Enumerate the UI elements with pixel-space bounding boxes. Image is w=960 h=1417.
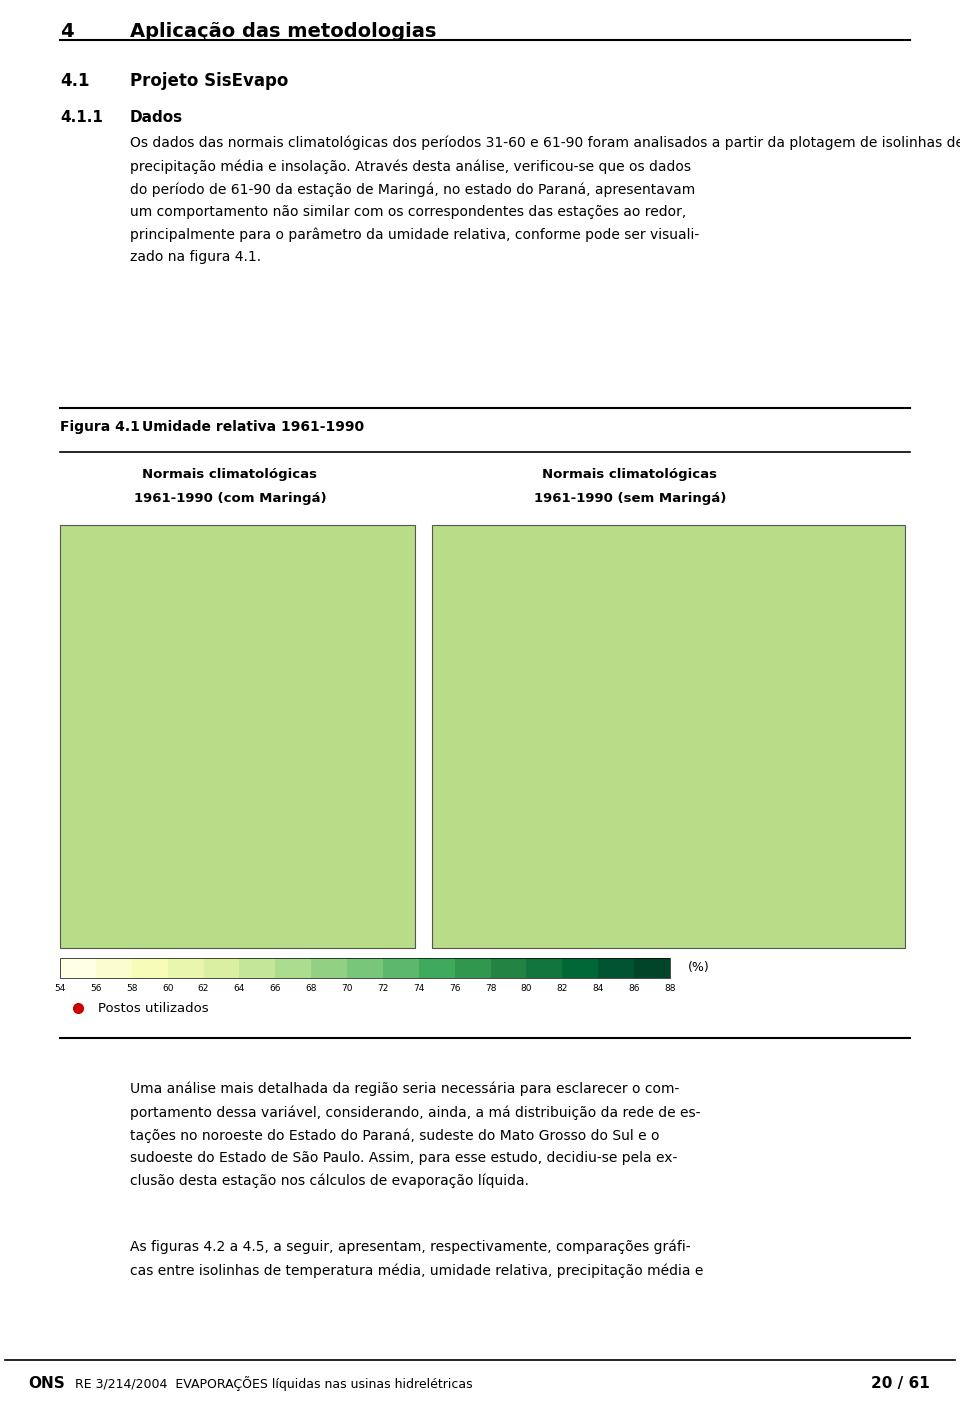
Text: 76: 76 [449, 983, 461, 993]
Text: 20 / 61: 20 / 61 [872, 1376, 930, 1391]
Text: 66: 66 [270, 983, 281, 993]
Bar [526, 958, 563, 978]
Text: 1961-1990 (sem Maringá): 1961-1990 (sem Maringá) [534, 492, 726, 504]
Text: 82: 82 [557, 983, 568, 993]
Text: 1961-1990 (com Maringá): 1961-1990 (com Maringá) [133, 492, 326, 504]
Text: 62: 62 [198, 983, 209, 993]
Text: 78: 78 [485, 983, 496, 993]
Bar [563, 958, 598, 978]
Text: Normais climatológicas: Normais climatológicas [142, 468, 318, 480]
Text: ONS: ONS [28, 1376, 64, 1391]
Text: 74: 74 [413, 983, 424, 993]
Text: 4.1: 4.1 [60, 72, 89, 91]
Text: Dados: Dados [130, 111, 183, 125]
Text: 60: 60 [162, 983, 174, 993]
Bar [168, 958, 204, 978]
Text: 4.1.1: 4.1.1 [60, 111, 103, 125]
Bar [491, 958, 526, 978]
Bar [598, 958, 635, 978]
Text: 4: 4 [60, 23, 74, 41]
Text: 58: 58 [126, 983, 137, 993]
Text: (%): (%) [688, 962, 709, 975]
Bar [635, 958, 670, 978]
Bar [96, 958, 132, 978]
Text: 72: 72 [377, 983, 389, 993]
Text: Normais climatológicas: Normais climatológicas [542, 468, 717, 480]
Text: Aplicação das metodologias: Aplicação das metodologias [130, 23, 437, 41]
Bar [276, 958, 311, 978]
Text: 70: 70 [342, 983, 353, 993]
Bar [204, 958, 239, 978]
Text: Projeto SisEvapo: Projeto SisEvapo [130, 72, 288, 91]
Bar [60, 526, 415, 948]
Bar [432, 526, 905, 948]
Text: RE 3/214/2004  EVAPORAÇÕES líquidas nas usinas hidrelétricas: RE 3/214/2004 EVAPORAÇÕES líquidas nas u… [75, 1376, 472, 1391]
Text: 88: 88 [664, 983, 676, 993]
Text: Os dados das normais climatológicas dos períodos 31-60 e 61-90 foram analisados : Os dados das normais climatológicas dos … [130, 136, 960, 265]
Bar [60, 958, 96, 978]
Bar [311, 958, 348, 978]
Text: 86: 86 [629, 983, 640, 993]
Text: As figuras 4.2 a 4.5, a seguir, apresentam, respectivamente, comparações gráfi-
: As figuras 4.2 a 4.5, a seguir, apresent… [130, 1240, 704, 1278]
Bar [455, 958, 491, 978]
Bar [383, 958, 419, 978]
Bar [348, 958, 383, 978]
Text: Uma análise mais detalhada da região seria necessária para esclarecer o com-
por: Uma análise mais detalhada da região ser… [130, 1083, 701, 1187]
Text: Figura 4.1: Figura 4.1 [60, 419, 140, 434]
Text: 80: 80 [520, 983, 532, 993]
Bar [239, 958, 276, 978]
Bar [132, 958, 168, 978]
Text: 54: 54 [55, 983, 65, 993]
Text: 64: 64 [233, 983, 245, 993]
Text: Umidade relativa 1961-1990: Umidade relativa 1961-1990 [142, 419, 364, 434]
Text: 56: 56 [90, 983, 102, 993]
Bar [419, 958, 455, 978]
Text: Postos utilizados: Postos utilizados [98, 1002, 208, 1015]
Text: 84: 84 [592, 983, 604, 993]
Text: 68: 68 [305, 983, 317, 993]
Bar [60, 958, 670, 978]
